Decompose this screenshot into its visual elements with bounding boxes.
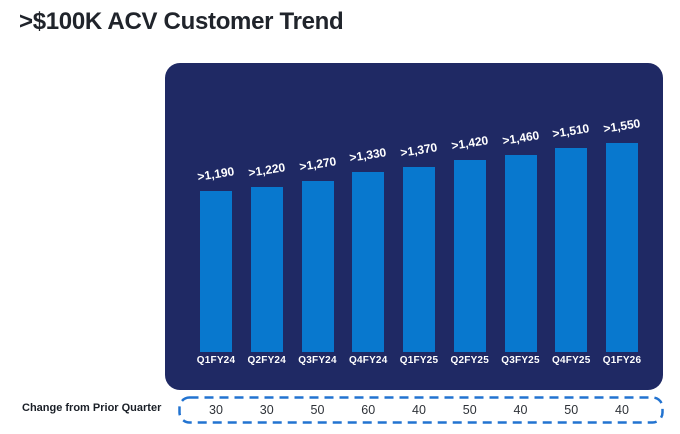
bar xyxy=(301,181,334,352)
bar xyxy=(200,191,232,352)
change-value: 60 xyxy=(361,403,376,417)
bar xyxy=(504,155,537,352)
change-value: 40 xyxy=(615,403,629,417)
change-values-box: 30 30 50 60 40 50 40 50 40 xyxy=(178,396,664,424)
change-row: Change from Prior Quarter 30 30 50 60 40 50 40… xyxy=(0,394,680,428)
x-axis-label: Q1FY26 xyxy=(602,355,642,366)
change-value: 50 xyxy=(462,403,477,417)
bar-value-label: >1,550 xyxy=(602,116,642,136)
change-value: 50 xyxy=(310,403,325,417)
x-axis-label: Q2FY24 xyxy=(247,355,286,366)
change-value: 30 xyxy=(209,403,223,417)
bar-chart: >1,190 Q1FY24 >1,220 Q2FY24 >1,270 Q3FY24 >1,3… xyxy=(165,63,663,390)
change-value: 40 xyxy=(412,403,426,417)
x-axis-label: Q1FY25 xyxy=(399,355,439,366)
change-value: 30 xyxy=(259,403,274,417)
bar xyxy=(555,148,588,352)
page-title: >$100K ACV Customer Trend xyxy=(19,8,344,35)
change-value: 40 xyxy=(513,403,528,417)
x-axis-label: Q1FY24 xyxy=(196,355,236,366)
bar xyxy=(250,187,283,352)
x-axis-label: Q4FY24 xyxy=(349,355,388,366)
bar xyxy=(352,172,385,352)
change-value: 50 xyxy=(564,403,579,417)
bar xyxy=(606,143,638,352)
x-axis-label: Q4FY25 xyxy=(552,355,591,366)
chart-panel: >1,190 Q1FY24 >1,220 Q2FY24 >1,270 Q3FY24 >1,3… xyxy=(165,63,663,390)
dashed-border xyxy=(178,396,664,424)
x-axis-label: Q3FY25 xyxy=(501,355,540,366)
change-row-label: Change from Prior Quarter xyxy=(22,402,162,414)
x-axis-label: Q3FY24 xyxy=(298,355,337,366)
x-axis-label: Q2FY25 xyxy=(450,355,489,366)
bar xyxy=(453,160,486,352)
bar xyxy=(403,167,435,352)
